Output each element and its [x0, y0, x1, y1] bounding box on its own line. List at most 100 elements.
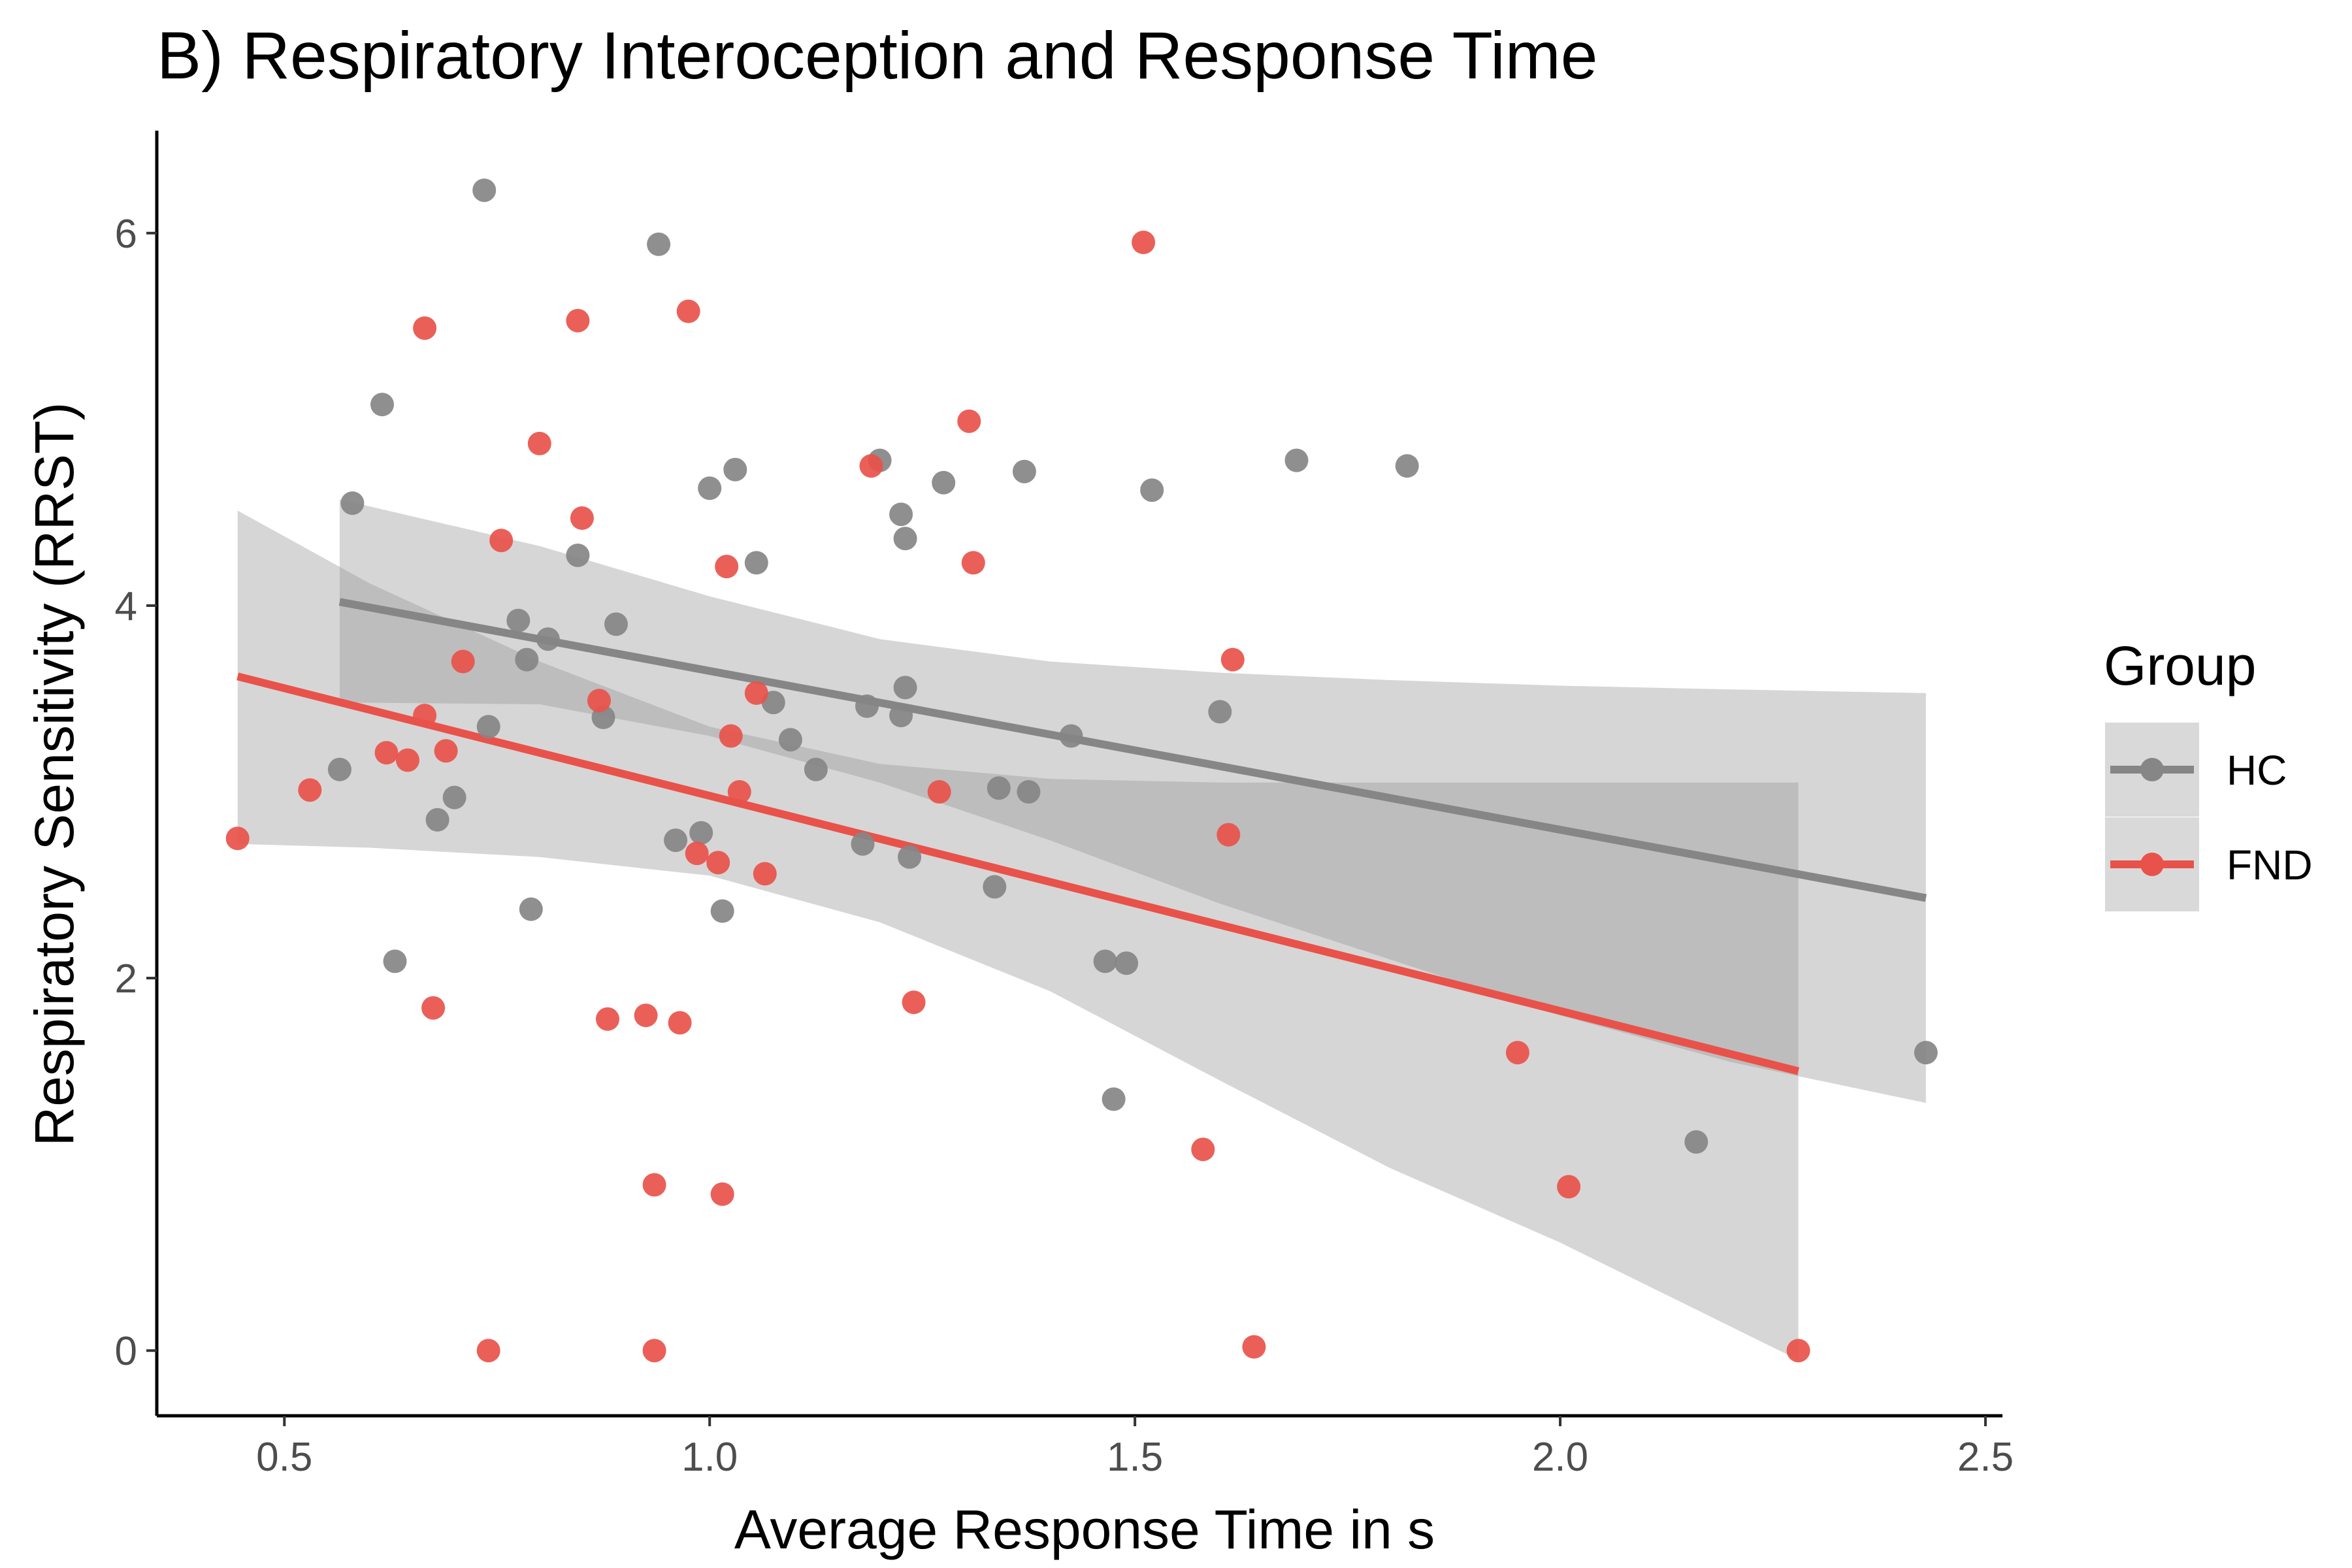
point-fnd: [642, 1173, 666, 1197]
fit-lines: [237, 598, 1927, 1075]
point-hc: [370, 393, 394, 417]
point-fnd: [225, 826, 250, 851]
point-fnd: [489, 529, 514, 553]
x-tick-label: 1.0: [681, 1435, 738, 1480]
point-hc: [1284, 448, 1309, 472]
point-hc: [1012, 459, 1036, 483]
x-tick-label: 2.5: [1957, 1435, 2014, 1480]
legend-label-hc: HC: [2227, 747, 2287, 794]
point-fnd: [710, 1182, 734, 1206]
fit-line-hc: [338, 598, 1927, 902]
point-fnd: [744, 681, 768, 705]
confidence-bands: [237, 499, 1926, 1360]
point-fnd: [715, 555, 739, 579]
point-hc: [425, 808, 449, 832]
point-fnd: [413, 316, 437, 340]
point-hc: [932, 470, 956, 495]
point-hc: [664, 828, 688, 853]
point-fnd: [634, 1004, 658, 1028]
point-hc: [1914, 1041, 1938, 1065]
point-hc: [383, 949, 407, 973]
point-fnd: [413, 704, 437, 728]
point-fnd: [374, 741, 399, 765]
point-hc: [898, 845, 922, 869]
point-hc: [515, 647, 539, 672]
point-fnd: [1217, 823, 1241, 847]
point-fnd: [1786, 1339, 1810, 1363]
legend-label-fnd: FND: [2227, 841, 2313, 889]
point-fnd: [1505, 1041, 1529, 1065]
point-fnd: [587, 689, 611, 713]
point-fnd: [298, 778, 322, 802]
point-hc: [778, 728, 802, 752]
legend-key-point-fnd: [2140, 853, 2164, 876]
point-hc: [710, 899, 734, 923]
point-fnd: [727, 780, 751, 804]
point-hc: [536, 627, 560, 651]
point-fnd: [859, 454, 883, 478]
point-hc: [689, 821, 713, 845]
y-tick-label: 0: [115, 1329, 137, 1374]
point-hc: [1208, 700, 1232, 724]
point-fnd: [434, 739, 458, 763]
point-hc: [889, 704, 913, 728]
point-hc: [893, 676, 917, 700]
point-fnd: [566, 308, 590, 333]
y-tick-label: 4: [115, 584, 137, 629]
point-hc: [340, 491, 365, 515]
point-hc: [476, 715, 500, 739]
point-hc: [889, 502, 913, 527]
point-fnd: [902, 990, 926, 1015]
point-hc: [566, 544, 590, 567]
point-hc: [604, 612, 628, 636]
point-hc: [442, 785, 466, 809]
point-fnd: [451, 649, 475, 674]
y-axis-ticks: 0 2 4 6: [115, 212, 157, 1374]
point-fnd: [476, 1339, 500, 1363]
point-fnd: [685, 841, 709, 866]
confidence-band-hc: [339, 499, 1926, 1103]
point-fnd: [1220, 647, 1245, 672]
point-hc: [1395, 454, 1419, 478]
point-hc: [472, 178, 497, 203]
point-hc: [855, 694, 879, 718]
x-tick-label: 1.5: [1107, 1435, 1163, 1480]
point-hc: [698, 476, 722, 500]
point-fnd: [706, 851, 730, 875]
point-hc: [893, 527, 917, 551]
point-fnd: [1242, 1335, 1266, 1359]
point-fnd: [1132, 231, 1156, 254]
point-fnd: [1191, 1137, 1215, 1162]
x-axis-ticks: 0.5 1.0 1.5 2.0 2.5: [256, 1416, 2014, 1480]
point-fnd: [927, 780, 951, 804]
confidence-band-fnd: [237, 510, 1799, 1360]
y-tick-label: 2: [115, 956, 137, 1002]
legend: Group HC FND: [2104, 635, 2313, 911]
point-hc: [744, 551, 768, 575]
point-hc: [1102, 1087, 1126, 1111]
point-fnd: [596, 1007, 619, 1031]
point-hc: [506, 608, 531, 632]
point-hc: [723, 457, 747, 482]
x-axis-label: Average Response Time in s: [734, 1499, 1435, 1560]
point-hc: [851, 832, 875, 856]
point-fnd: [668, 1011, 692, 1035]
y-axis-label: Respiratory Sensitivity (RRST): [24, 402, 85, 1147]
point-hc: [987, 776, 1011, 800]
legend-title: Group: [2104, 635, 2256, 696]
point-hc: [804, 757, 828, 781]
point-fnd: [676, 299, 700, 323]
point-hc: [647, 232, 671, 256]
point-fnd: [753, 862, 777, 886]
x-tick-label: 2.0: [1532, 1435, 1588, 1480]
point-fnd: [642, 1339, 666, 1363]
point-hc: [983, 875, 1007, 899]
point-fnd: [396, 748, 419, 772]
point-fnd: [1557, 1175, 1581, 1199]
point-fnd: [570, 506, 594, 530]
point-hc: [1684, 1130, 1708, 1154]
legend-items: HC FND: [2105, 723, 2313, 911]
legend-key-point-hc: [2140, 758, 2164, 781]
point-fnd: [527, 431, 551, 455]
